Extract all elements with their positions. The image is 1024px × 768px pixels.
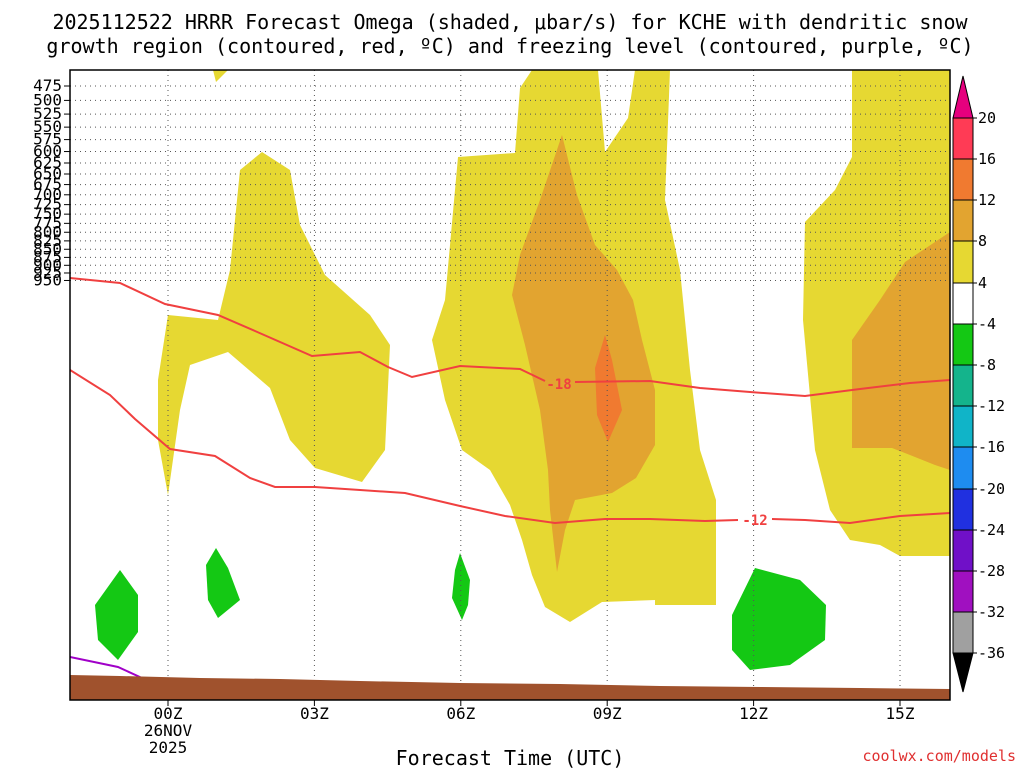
x-tick-label: 12Z bbox=[739, 704, 768, 723]
colorbar-swatch bbox=[953, 159, 973, 200]
chart-title-line-2: growth region (contoured, red, ºC) and f… bbox=[46, 34, 973, 58]
colorbar-label: -16 bbox=[978, 438, 1005, 456]
x-tick-label: 06Z bbox=[446, 704, 475, 723]
colorbar-swatch bbox=[953, 571, 973, 612]
credit-text[interactable]: coolwx.com/models bbox=[862, 747, 1016, 765]
x-axis-label: Forecast Time (UTC) bbox=[396, 746, 625, 768]
colorbar-label: 12 bbox=[978, 191, 996, 209]
omega-region-yellow-top bbox=[213, 70, 228, 82]
colorbar-bottom-arrow bbox=[953, 653, 973, 692]
colorbar-label: -32 bbox=[978, 603, 1005, 621]
x-tick-year: 2025 bbox=[149, 738, 188, 757]
colorbar-label: 16 bbox=[978, 150, 996, 168]
x-tick-label: 03Z bbox=[300, 704, 329, 723]
colorbar-label: -4 bbox=[978, 315, 996, 333]
colorbar-label: -28 bbox=[978, 562, 1005, 580]
omega-region-green-2 bbox=[206, 548, 240, 618]
x-tick-label: 15Z bbox=[886, 704, 915, 723]
omega-region-green-3 bbox=[452, 553, 470, 620]
colorbar-swatch bbox=[953, 200, 973, 241]
colorbar-top-arrow bbox=[953, 76, 973, 118]
colorbar-label: 8 bbox=[978, 232, 987, 250]
freezing-level-contour bbox=[70, 657, 142, 678]
terrain bbox=[70, 675, 950, 700]
chart-title-line-1: 2025112522 HRRR Forecast Omega (shaded, … bbox=[52, 10, 968, 34]
colorbar-label: -36 bbox=[978, 644, 1005, 662]
colorbar-swatch bbox=[953, 365, 973, 406]
omega-time-height-chart: 2025112522 HRRR Forecast Omega (shaded, … bbox=[0, 0, 1024, 768]
colorbar-label: 4 bbox=[978, 274, 987, 292]
colorbar-swatch bbox=[953, 530, 973, 571]
colorbar-swatch bbox=[953, 118, 973, 159]
omega-region-green-4 bbox=[732, 568, 826, 670]
y-tick-label: 950 bbox=[33, 270, 62, 289]
colorbar-label: -24 bbox=[978, 521, 1005, 539]
contour-label-minus-18: -18 bbox=[546, 377, 571, 393]
colorbar-swatch bbox=[953, 324, 973, 365]
omega-region-yellow-west bbox=[158, 152, 390, 495]
colorbar-swatch bbox=[953, 283, 973, 324]
y-axis: 4755005255505756006256506757007257507758… bbox=[33, 76, 70, 289]
colorbar-label: -8 bbox=[978, 356, 996, 374]
colorbar-swatch bbox=[953, 241, 973, 283]
contour-label-minus-12: -12 bbox=[742, 513, 767, 529]
colorbar-swatch bbox=[953, 612, 973, 653]
colorbar-label: 20 bbox=[978, 109, 996, 127]
omega-region-green-1 bbox=[95, 570, 138, 660]
colorbar-swatch bbox=[953, 406, 973, 447]
colorbar-label: -20 bbox=[978, 480, 1005, 498]
colorbar: 20 16 12 8 4 -4 -8 -12 -16 -20 -24 -28 -32 -36 bbox=[953, 76, 1005, 692]
colorbar-swatch bbox=[953, 447, 973, 489]
colorbar-label: -12 bbox=[978, 397, 1005, 415]
colorbar-swatch bbox=[953, 489, 973, 530]
x-tick-label: 09Z bbox=[593, 704, 622, 723]
